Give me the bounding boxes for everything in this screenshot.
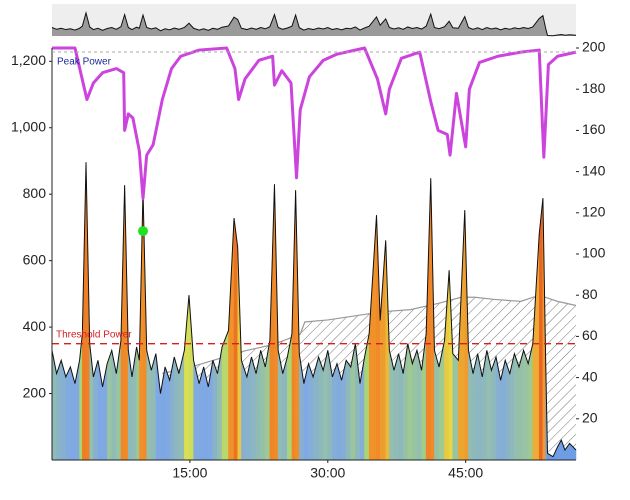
x-tick-label: 45:00 [448,465,483,481]
overview-area [52,12,576,37]
y2-tick-label: 180 [582,80,606,96]
y2-tick-label: 20 [582,410,598,426]
power-segment [412,350,418,461]
power-segment [188,295,194,461]
power-segment [228,218,235,461]
power-segment [345,359,352,461]
power-segment [65,366,71,461]
y2-tick-label: 80 [582,286,598,302]
y2-tick-label: 40 [582,368,598,384]
power-segment [532,234,540,461]
y2-tick-label: 60 [582,327,598,343]
power-segment [523,350,529,461]
power-segment [434,350,440,461]
power-segment [74,360,80,461]
power-segment [102,363,108,461]
y-tick-label: 600 [23,251,47,267]
power-segment [448,270,454,461]
y2-tick-label: 140 [582,162,606,178]
power-segment [221,330,229,461]
power-segment [504,360,511,461]
power-segment [51,350,57,461]
peak-power-line [52,46,577,200]
power-segment [178,350,185,461]
power-segment [233,218,238,461]
highlight-point [138,226,149,237]
power-segment [518,350,524,461]
power-segment [332,363,338,461]
legend-label: Peak Power [57,57,112,68]
power-segment [514,353,520,461]
x-tick-label: 30:00 [310,465,345,481]
power-segment [368,215,377,461]
power-line [51,162,577,458]
y-tick-label: 800 [23,185,47,201]
power-segment [318,356,324,461]
power-segment [56,360,62,461]
y2-tick-label: 200 [582,39,606,55]
power-segment [538,198,544,461]
y-tick-label: 1,200 [11,52,46,68]
power-segment [164,366,170,461]
power-segment [106,350,113,461]
power-segment [385,240,390,461]
power-segment [452,352,459,461]
x-tick-label: 15:00 [172,465,207,481]
overview-line [51,10,577,37]
threshold-label: Threshold Power [56,329,132,340]
y2-tick-label: 160 [582,121,606,137]
y2-tick-label: 120 [582,204,606,220]
power-segment [212,360,218,461]
power-segment [491,356,497,461]
y-tick-label: 200 [23,384,47,400]
power-segment [111,350,117,461]
y-tick-label: 400 [23,318,47,334]
power-segment [260,350,266,461]
y2-tick-label: 100 [582,245,606,261]
y-tick-label: 1,000 [11,118,46,134]
power-segment [376,215,381,461]
power-segment [308,363,314,461]
power-segment [136,346,140,461]
